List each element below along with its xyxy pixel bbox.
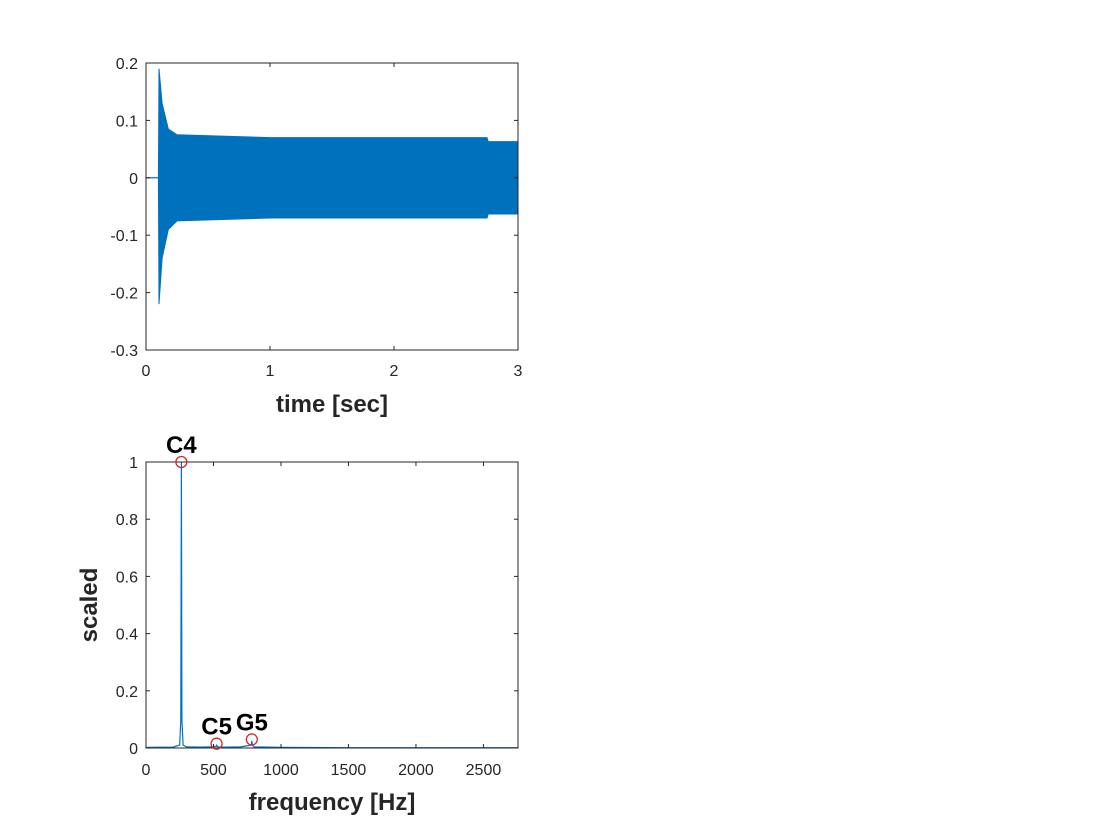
spectrum-xtick-label: 0 [142, 762, 151, 779]
spectrum-ytick-label: 0.2 [116, 684, 138, 701]
spectrum-plot-frame [145, 461, 519, 749]
time-plot-xlabel: time [sec] [276, 391, 388, 418]
time-xtick-label: 2 [390, 363, 399, 380]
spectrum-ytick-label: 0.8 [116, 512, 138, 529]
time-xtick-label: 3 [514, 363, 523, 380]
time-series-envelope [146, 68, 519, 305]
time-xtick-label: 0 [142, 363, 151, 380]
spectrum-series-line [145, 461, 518, 749]
time-ytick-label: -0.3 [110, 343, 138, 360]
spectrum-xtick-label: 1500 [331, 762, 367, 779]
spectrum-plot-xlabel: frequency [Hz] [249, 789, 416, 816]
time-plot-ticks: 0 1 2 3 -0.3 -0.2 -0.1 0 0.1 0.2 [110, 56, 522, 380]
spectrum-plot: 0 500 1000 1500 2000 2500 0 0.2 0.4 0.6 0.8 1 C4 C5 G… [76, 432, 519, 816]
peak-marker [175, 455, 188, 469]
time-plot: 0 1 2 3 -0.3 -0.2 -0.1 0 0.1 0.2 time [sec] [110, 56, 522, 418]
spectrum-ytick-label: 0.6 [116, 569, 138, 586]
peak-marker [210, 737, 223, 750]
time-ytick-label: 0 [129, 171, 138, 188]
time-plot-frame [145, 62, 519, 351]
time-ytick-label: 0.1 [116, 113, 138, 130]
spectrum-xtick-label: 1000 [263, 762, 299, 779]
spectrum-peaks: C4 C5 G5 [166, 432, 268, 750]
spectrum-xtick-label: 2500 [466, 762, 502, 779]
time-plot-waveform [146, 68, 519, 305]
peak-label: C4 [166, 432, 197, 459]
spectrum-plot-ticks: 0 500 1000 1500 2000 2500 0 0.2 0.4 0.6 0.8 1 [116, 455, 518, 779]
spectrum-ytick-label: 0.4 [116, 627, 138, 644]
peak-label: C5 [201, 714, 232, 741]
time-ytick-label: -0.2 [110, 286, 138, 303]
time-ytick-label: 0.2 [116, 56, 138, 73]
spectrum-xtick-label: 2000 [398, 762, 434, 779]
spectrum-plot-ylabel: scaled [76, 568, 103, 643]
time-ytick-label: -0.1 [110, 228, 138, 245]
spectrum-xtick-label: 500 [200, 762, 227, 779]
peak-marker [245, 733, 258, 746]
spectrum-ytick-label: 0 [129, 741, 138, 758]
peak-label: G5 [236, 709, 268, 736]
time-xtick-label: 1 [266, 363, 275, 380]
spectrum-ytick-label: 1 [129, 455, 138, 472]
